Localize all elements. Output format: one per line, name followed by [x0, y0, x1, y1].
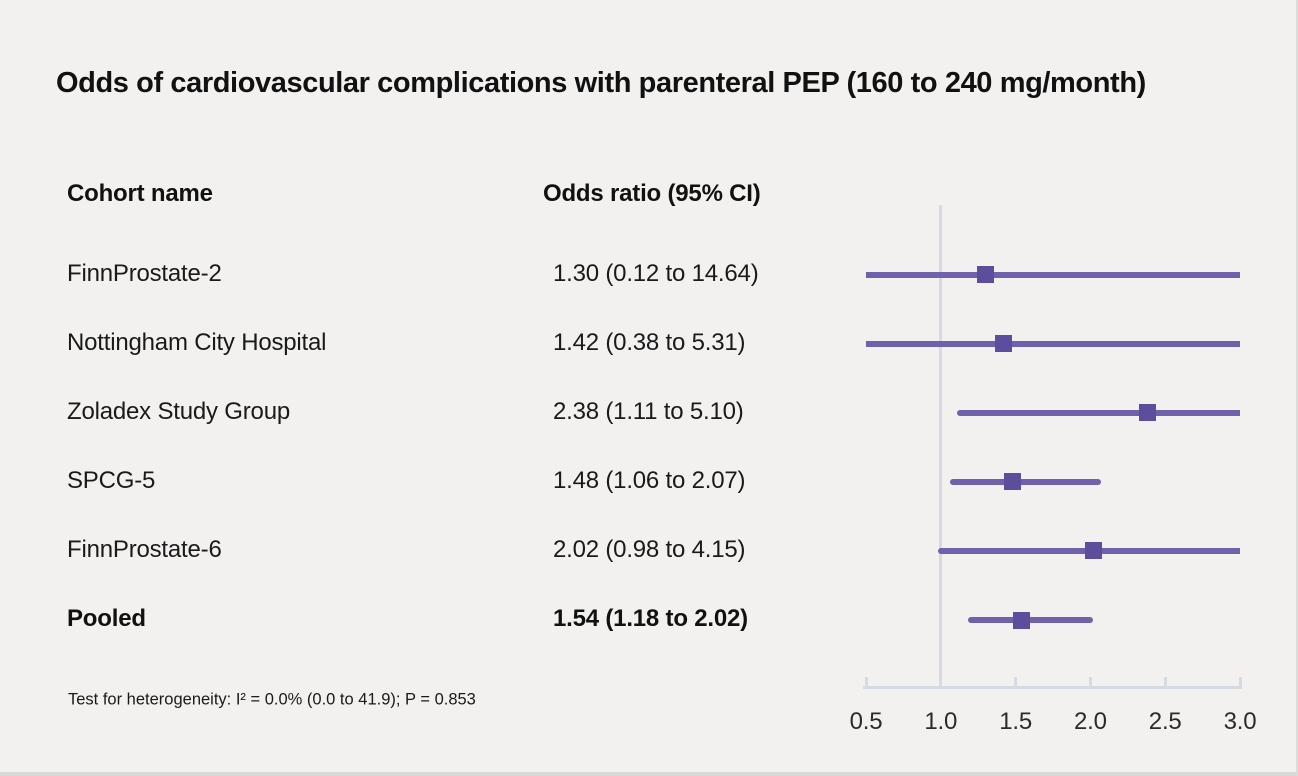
confidence-interval-line: [949, 478, 1101, 485]
cohort-name: Pooled: [67, 604, 146, 632]
confidence-interval-line: [866, 271, 1240, 278]
x-axis-tick-label: 1.5: [999, 708, 1032, 735]
odds-ratio-value: 2.38 (1.11 to 5.10): [553, 397, 744, 425]
x-axis-tick-label: 0.5: [849, 708, 883, 735]
x-axis-tick: [1088, 677, 1092, 686]
x-axis-tick: [1238, 677, 1242, 686]
column-header-odds-ratio: Odds ratio (95% CI): [543, 179, 761, 207]
x-axis-line: [863, 686, 1242, 689]
confidence-interval-line: [957, 409, 1240, 416]
point-estimate-marker: [1138, 404, 1156, 422]
confidence-interval-line: [967, 617, 1094, 623]
x-axis-tick: [1014, 677, 1018, 686]
cohort-name: FinnProstate-2: [67, 259, 222, 287]
point-estimate-marker: [1013, 611, 1031, 629]
chart-title: Odds of cardiovascular complications wit…: [56, 67, 1146, 99]
confidence-interval-line: [866, 340, 1240, 347]
cohort-name: SPCG-5: [67, 466, 156, 494]
odds-ratio-value: 2.02 (0.98 to 4.15): [553, 535, 746, 563]
odds-ratio-value: 1.42 (0.38 to 5.31): [553, 328, 746, 356]
point-estimate-marker: [1004, 473, 1022, 491]
odds-ratio-value: 1.54 (1.18 to 2.02): [553, 604, 748, 632]
x-axis-tick-label: 2.0: [1074, 708, 1107, 735]
odds-ratio-value: 1.48 (1.06 to 2.07): [553, 466, 746, 494]
x-axis-tick: [864, 677, 868, 686]
x-axis-tick: [939, 677, 943, 686]
cohort-name: FinnProstate-6: [67, 535, 222, 563]
x-axis-tick-label: 3.0: [1223, 708, 1257, 735]
heterogeneity-note: Test for heterogeneity: I² = 0.0% (0.0 t…: [68, 690, 476, 709]
cohort-name: Zoladex Study Group: [67, 397, 290, 425]
point-estimate-marker: [995, 335, 1013, 353]
x-axis-tick: [1163, 677, 1167, 686]
reference-line: [939, 205, 943, 686]
column-header-cohort: Cohort name: [67, 179, 213, 207]
odds-ratio-value: 1.30 (0.12 to 14.64): [553, 259, 759, 287]
x-axis-tick-label: 2.5: [1148, 708, 1182, 735]
cohort-name: Nottingham City Hospital: [67, 328, 327, 356]
x-axis-tick-label: 1.0: [924, 708, 958, 735]
point-estimate-marker: [977, 266, 995, 283]
point-estimate-marker: [1084, 542, 1102, 560]
